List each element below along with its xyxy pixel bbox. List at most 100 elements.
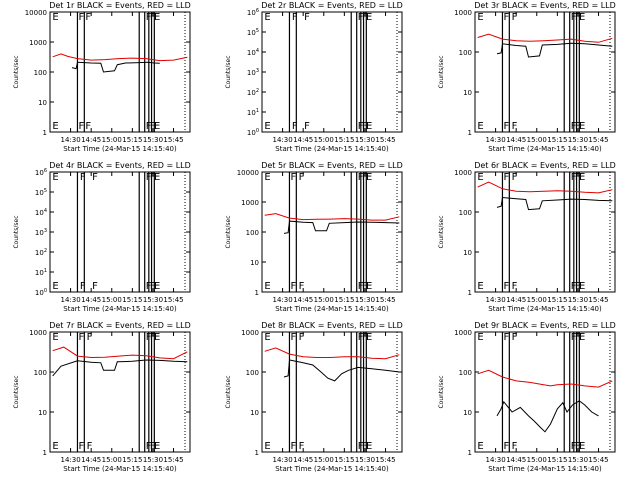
x-tick-label: 15:00 [314,136,334,144]
y-tick-label: 103 [35,228,47,237]
detector-panel-4: Det 4r BLACK = Events, RED = LLD 100 101 10… [13,161,191,313]
y-tick-label: 1000 [454,9,472,17]
panel-title: Det 8r BLACK = Events, RED = LLD [261,321,403,330]
flag-label: E [52,172,58,183]
flag-label: F [150,281,156,292]
flag-label: F [87,332,93,343]
flag-label: F [571,172,577,183]
flag-label: F [290,172,296,183]
panel-title: Det 7r BLACK = Events, RED = LLD [49,321,191,330]
x-tick-label: 14:30 [485,456,505,464]
plot-frame [474,11,616,133]
detector-panel-2: Det 2r BLACK = Events, RED = LLD 100 101 10… [225,1,403,153]
x-tick-label: 14:30 [60,296,80,304]
flag-label: F [146,441,152,452]
detector-panel-7: Det 7r BLACK = Events, RED = LLD 1 10 100 10… [13,321,191,473]
lld-series [264,347,400,360]
y-tick-label: 10000 [237,169,259,177]
plot-frame [261,171,403,293]
flag-label: E [154,121,160,132]
x-tick-label: 15:00 [102,296,122,304]
y-tick-label: 100 [459,49,472,57]
flag-label: F [362,281,368,292]
x-tick-label: 15:15 [334,136,354,144]
events-series [52,359,188,377]
y-tick-label: 1000 [454,169,472,177]
flag-label: F [78,441,84,452]
flag-label: F [503,12,509,23]
flag-label: E [154,172,160,183]
flag-label: E [52,332,58,343]
y-axis-label: Counts/sec [438,375,445,408]
y-tick-label: 10 [38,99,47,107]
y-tick-label: 104 [247,48,259,57]
x-tick-label: 15:15 [547,296,567,304]
panel-title: Det 4r BLACK = Events, RED = LLD [49,161,191,170]
flag-label: E [264,441,270,452]
x-tick-label: 15:45 [375,136,395,144]
flag-label: F [571,12,577,23]
x-tick-label: 15:45 [163,456,183,464]
flag-label: E [154,332,160,343]
flag-label: F [292,121,298,132]
y-tick-label: 102 [35,248,47,257]
flag-label: F [362,121,368,132]
y-axis-label: Counts/sec [13,55,20,88]
flag-label: E [52,441,58,452]
panel-title: Det 2r BLACK = Events, RED = LLD [261,1,403,10]
x-tick-label: 15:30 [568,136,588,144]
flag-label: F [150,172,156,183]
x-tick-label: 15:30 [143,136,163,144]
flag-label: F [575,441,581,452]
lld-series [264,213,400,221]
flag-label: F [146,12,152,23]
x-tick-label: 14:30 [60,456,80,464]
flag-label: E [477,12,483,23]
y-tick-label: 1000 [29,39,47,47]
events-series [496,400,599,433]
flag-label: E [52,121,58,132]
flag-label: F [299,441,305,452]
x-tick-label: 14:45 [293,296,313,304]
flag-label: F [362,441,368,452]
flag-label: F [358,121,364,132]
flag-label: F [575,281,581,292]
events-series [283,220,400,234]
y-tick-label: 1 [468,129,472,137]
flag-label: F [146,172,152,183]
flag-label: F [512,172,518,183]
flag-label: E [154,12,160,23]
flag-label: F [150,121,156,132]
events-series [283,359,400,382]
y-tick-label: 100 [246,229,259,237]
flag-label: E [477,441,483,452]
flag-label: E [366,121,372,132]
detector-panel-1: Det 1r BLACK = Events, RED = LLD 1 10 100 10… [13,1,191,153]
detector-panel-8: Det 8r BLACK = Events, RED = LLD 1 10 100 10… [225,321,403,473]
panel-title: Det 9r BLACK = Events, RED = LLD [474,321,616,330]
x-tick-label: 15:45 [588,456,608,464]
x-tick-label: 14:45 [506,296,526,304]
flag-label: F [304,12,310,23]
events-series [496,196,613,211]
flag-label: F [503,441,509,452]
flag-label: E [579,12,585,23]
y-tick-label: 10 [463,249,472,257]
x-tick-label: 15:30 [568,456,588,464]
y-tick-label: 100 [459,209,472,217]
flag-label: F [85,12,91,23]
flag-label: E [579,172,585,183]
y-axis-label: Counts/sec [13,215,20,248]
x-tick-label: 14:45 [81,296,101,304]
x-axis-label: Start Time (24-Mar-15 14:15:40) [488,145,602,153]
y-tick-label: 1 [255,449,259,457]
x-tick-label: 14:30 [272,456,292,464]
flag-label: F [290,441,296,452]
flag-label: F [80,172,86,183]
flag-label: E [366,12,372,23]
lld-series [52,346,188,360]
flag-label: E [477,281,483,292]
y-tick-label: 1 [43,449,47,457]
flag-label: E [52,281,58,292]
